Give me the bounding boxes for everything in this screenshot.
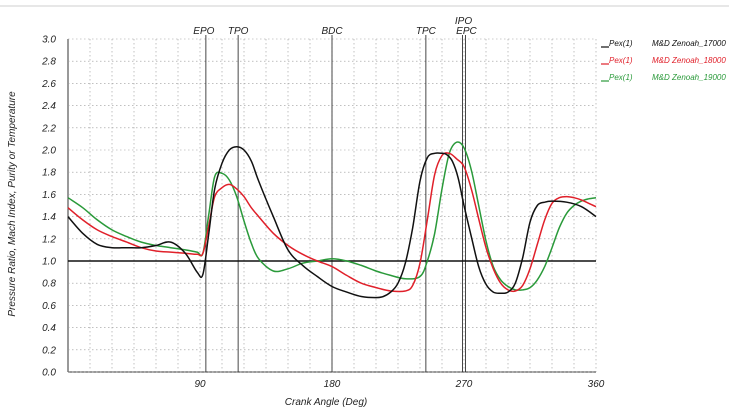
y-tick-labels: 0.0 0.2 0.4 0.6 0.8 1.0 1.2 1.4 1.6 1.8 2.0 2.2 2.4 2… (41, 35, 56, 379)
legend-series-name: Pex(1) (609, 56, 633, 65)
event-marker-label: EPO (193, 26, 214, 37)
y-tick-label: 0.4 (42, 323, 56, 334)
y-tick-label: 2.6 (41, 79, 56, 90)
y-tick-label: 0.6 (42, 301, 56, 312)
x-tick-label: 180 (324, 379, 341, 390)
y-tick-label: 0.2 (42, 345, 56, 356)
legend-series-name: Pex(1) (609, 39, 633, 48)
y-tick-label: 1.8 (42, 168, 56, 179)
y-tick-label: 2.4 (41, 101, 56, 112)
y-tick-label: 1.0 (42, 257, 56, 268)
y-tick-label: 3.0 (42, 35, 56, 46)
y-tick-label: 1.2 (42, 234, 56, 245)
event-marker-label: TPO (228, 26, 249, 37)
x-tick-labels: 90 180 270 360 (194, 379, 604, 390)
y-tick-label: 0.0 (42, 368, 56, 379)
x-tick-label: 360 (588, 379, 605, 390)
event-marker-label: TPC (416, 26, 437, 37)
legend-case-name: M&D Zenoah_17000 (652, 39, 726, 48)
y-tick-label: 1.6 (42, 190, 56, 201)
legend-case-name: M&D Zenoah_19000 (652, 73, 726, 82)
x-axis-title: Crank Angle (Deg) (285, 397, 367, 408)
legend-case-name: M&D Zenoah_18000 (652, 56, 726, 65)
x-tick-label: 270 (455, 379, 473, 390)
x-tick-label: 90 (194, 379, 206, 390)
y-tick-label: 2.8 (41, 57, 56, 68)
y-axis-title: Pressure Ratio, Mach Index, Purity or Te… (7, 91, 18, 317)
y-tick-label: 1.4 (42, 212, 56, 223)
y-tick-label: 2.2 (41, 123, 56, 134)
y-tick-label: 0.8 (42, 279, 56, 290)
legend-series-name: Pex(1) (609, 73, 633, 82)
y-tick-label: 2.0 (41, 146, 56, 157)
event-marker-label: EPC (456, 26, 477, 37)
event-marker-label: BDC (321, 26, 343, 37)
legend: Pex(1) M&D Zenoah_17000 Pex(1) M&D Zenoah_1… (601, 39, 726, 82)
